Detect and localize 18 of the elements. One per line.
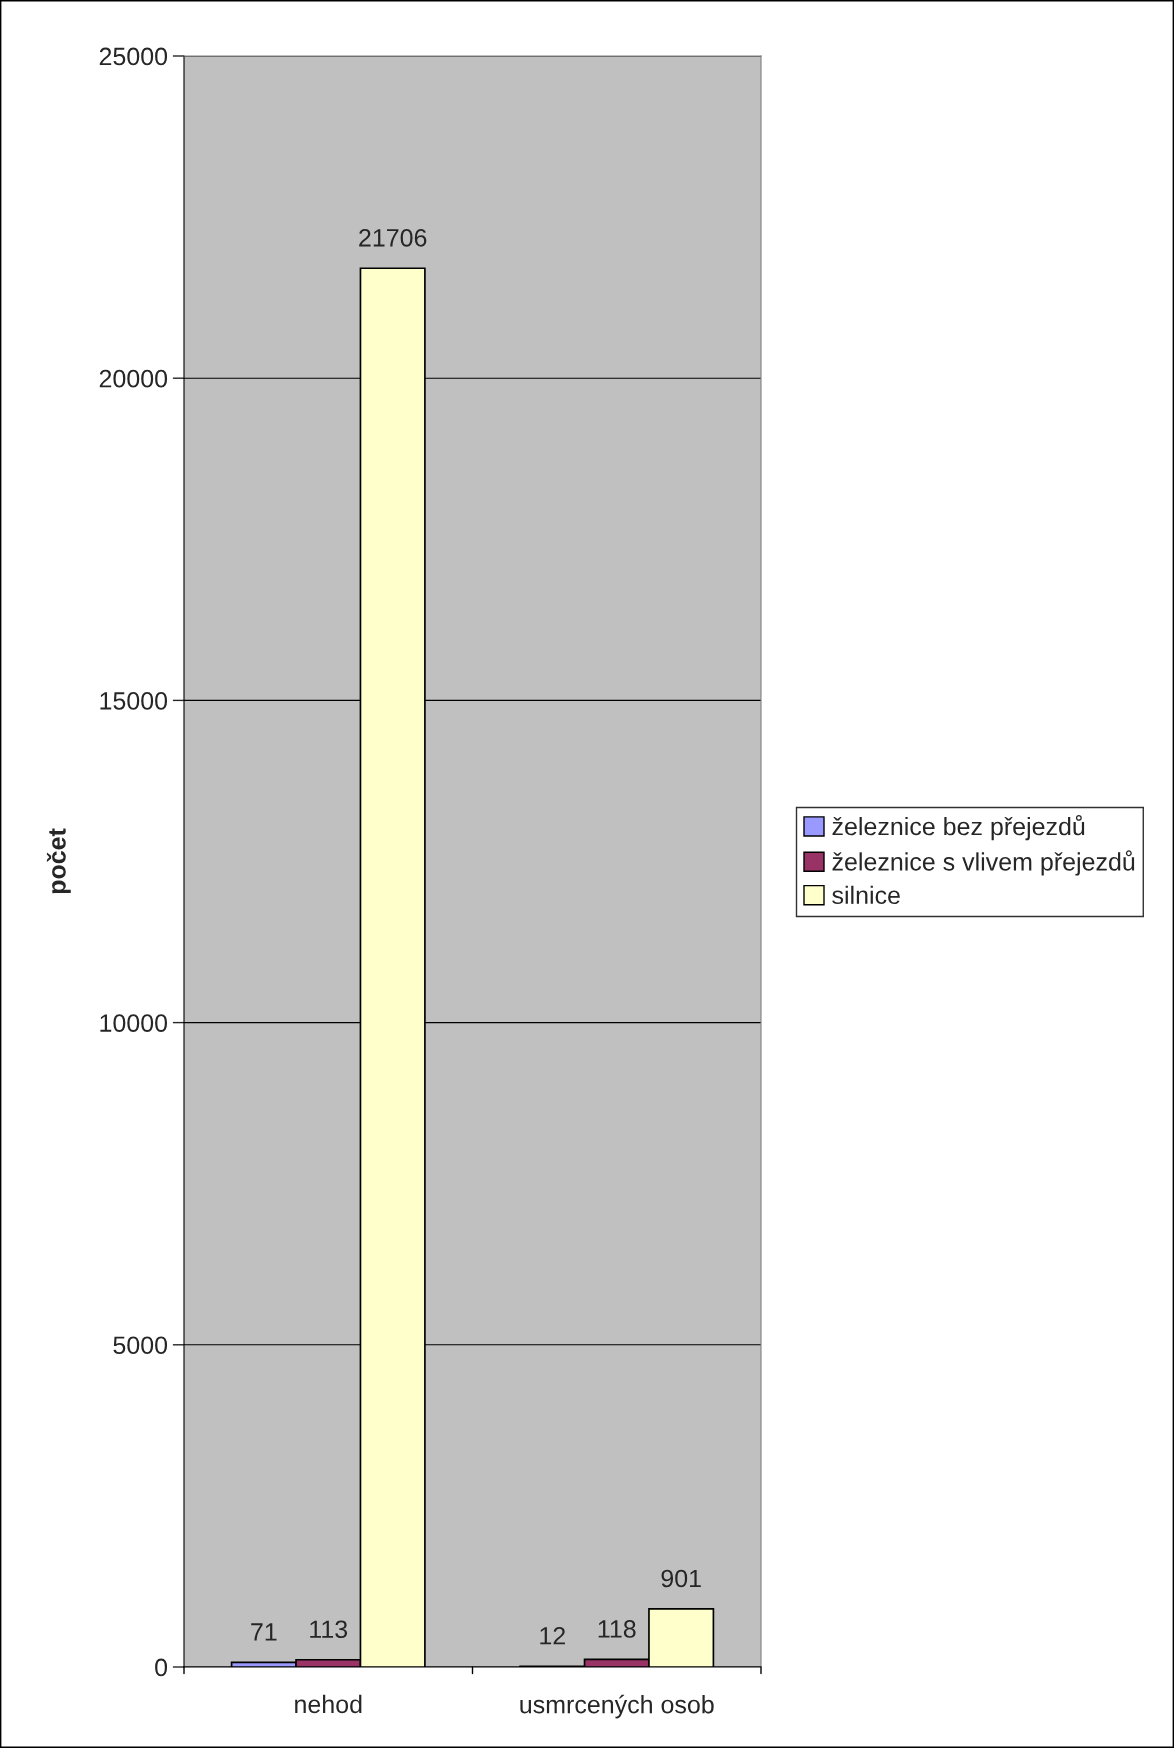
y-tick-label: 10000 [100,1014,168,1032]
data-label: 12 [540,1626,565,1645]
data-label: 71 [251,1623,277,1641]
x-tick-label: usmrcených osob [520,1694,714,1719]
x-tick-label: nehod [295,1694,362,1714]
y-tick-label: 0 [155,1658,168,1677]
legend-label: železnice s vlivem přejezdů [832,850,1135,876]
legend-label: železnice bez přejezdů [832,814,1085,841]
data-label: 21706 [359,228,427,247]
y-tick-label: 20000 [99,369,168,388]
y-tick-label: 5000 [113,1336,168,1355]
y-tick-label: 25000 [99,47,168,66]
data-label: 118 [598,1620,636,1638]
y-axis-title: počet [46,828,71,894]
data-label: 901 [661,1569,701,1588]
y-tick-label: 15000 [100,692,168,710]
data-label: 113 [310,1620,348,1639]
legend-label: silnice [832,885,900,905]
